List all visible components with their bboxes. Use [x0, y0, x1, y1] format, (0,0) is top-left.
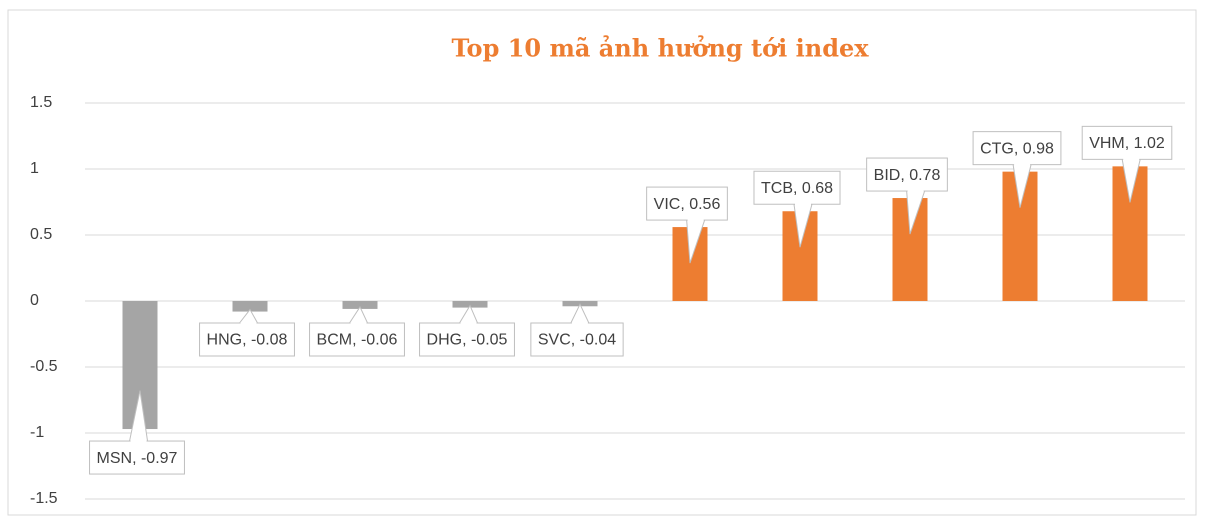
- bar: [342, 301, 378, 309]
- data-label-box: [309, 322, 405, 357]
- data-label-box: [753, 170, 841, 205]
- bar: [232, 301, 268, 312]
- data-label: CTG, 0.98: [980, 140, 1054, 157]
- chart-title: Top 10 mã ảnh hưởng tới index: [451, 34, 869, 63]
- y-tick-label: 0: [30, 292, 39, 309]
- data-label: VIC, 0.56: [654, 196, 721, 213]
- y-tick-label: 1.5: [30, 94, 52, 111]
- data-label: SVC, -0.04: [538, 332, 616, 349]
- y-tick-label: 1: [30, 160, 39, 177]
- data-label-box: [530, 322, 624, 357]
- data-label: BCM, -0.06: [317, 332, 398, 349]
- data-label-box: [646, 186, 728, 221]
- data-label-box: [972, 131, 1062, 166]
- data-label: MSN, -0.97: [97, 450, 178, 467]
- data-label-box: [866, 157, 948, 192]
- chart-border: [7, 9, 1197, 516]
- y-tick-label: 0.5: [30, 226, 52, 243]
- data-label: BID, 0.78: [874, 167, 941, 184]
- data-label: DHG, -0.05: [427, 332, 508, 349]
- y-tick-label: -0.5: [30, 358, 58, 375]
- data-label-box: [419, 322, 515, 357]
- y-tick-label: -1: [30, 424, 44, 441]
- data-label: TCB, 0.68: [761, 180, 833, 197]
- data-label-box: [199, 322, 295, 357]
- bar: [452, 301, 488, 308]
- data-label-box: [1081, 125, 1173, 160]
- y-tick-label: -1.5: [30, 490, 58, 507]
- data-label: VHM, 1.02: [1089, 135, 1165, 152]
- data-label: HNG, -0.08: [207, 332, 288, 349]
